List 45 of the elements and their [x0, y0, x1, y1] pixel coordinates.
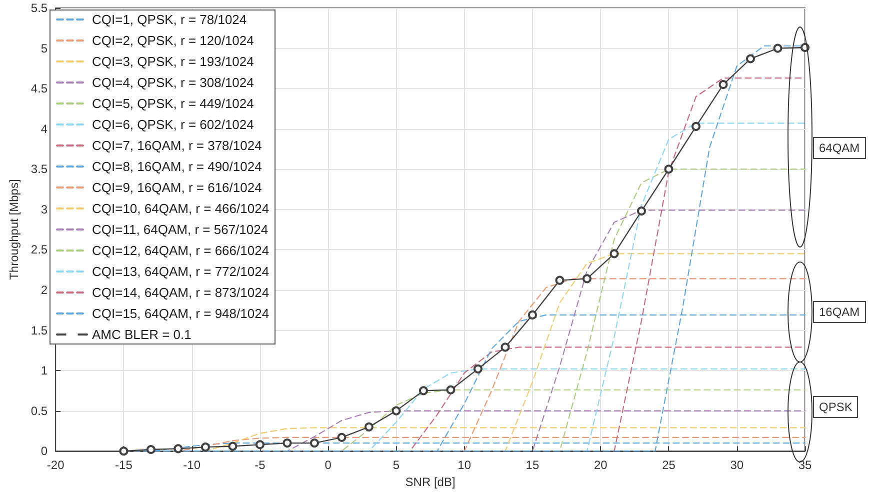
legend-label: CQI=11, 64QAM, r = 567/1024	[92, 222, 268, 237]
legend-label: CQI=14, 64QAM, r = 873/1024	[92, 285, 270, 300]
x-tick-label: -5	[254, 458, 266, 472]
legend-label: CQI=7, 16QAM, r = 378/1024	[92, 138, 262, 153]
text: QPSK	[813, 396, 858, 418]
y-tick-label: 5.5	[30, 1, 48, 15]
legend-label: CQI=9, 16QAM, r = 616/1024	[92, 180, 262, 195]
x-tick-label: 20	[594, 458, 608, 472]
y-tick-label: 0	[40, 444, 48, 458]
legend-label: CQI=1, QPSK, r = 78/1024	[92, 12, 247, 27]
x-tick-label: 35	[798, 458, 812, 472]
y-tick-label: 2.5	[30, 242, 48, 257]
legend-label: CQI=13, 64QAM, r = 772/1024	[92, 264, 270, 279]
legend-label: CQI=5, QPSK, r = 449/1024	[92, 96, 254, 111]
x-tick-label: -10	[183, 458, 201, 472]
x-tick-label: 0	[324, 458, 332, 472]
y-tick-label: 4	[40, 122, 48, 136]
y-tick-label: 0.5	[30, 404, 48, 418]
x-axis-title: SNR [dB]	[405, 475, 456, 489]
legend-label: CQI=12, 64QAM, r = 666/1024	[92, 243, 270, 258]
legend-label: CQI=8, 16QAM, r = 490/1024	[92, 159, 262, 174]
y-tick-label: 4.5	[30, 82, 48, 96]
legend-label: CQI=4, QPSK, r = 308/1024	[92, 75, 254, 90]
y-tick-label: 1	[40, 364, 48, 378]
x-tick-label: 15	[526, 458, 540, 472]
legend-label: CQI=15, 64QAM, r = 948/1024	[92, 306, 270, 321]
y-tick-label: 5	[40, 41, 48, 56]
legend-label: CQI=6, QPSK, r = 602/1024	[92, 117, 254, 132]
y-axis-title: Throughput [Mbps]	[7, 179, 21, 280]
legend-label: CQI=2, QPSK, r = 120/1024	[92, 33, 254, 48]
y-tick-label: 2	[40, 282, 48, 297]
y-tick-label: 1.5	[30, 323, 48, 338]
legend-label: AMC BLER = 0.1	[92, 327, 192, 342]
x-tick-label: 5	[392, 458, 400, 472]
y-tick-label: 3	[40, 202, 48, 216]
x-tick-label: 25	[662, 458, 676, 472]
x-tick-label: 10	[458, 458, 472, 472]
x-tick-label: -15	[115, 458, 133, 472]
text: 16QAM	[813, 301, 866, 323]
legend-label: CQI=3, QPSK, r = 193/1024	[92, 54, 254, 69]
text: 64QAM	[813, 137, 866, 159]
y-tick-label: 3.5	[30, 162, 48, 176]
legend-label: CQI=10, 64QAM, r = 466/1024	[92, 201, 270, 216]
x-tick-label: -20	[46, 458, 65, 472]
x-tick-label: 30	[730, 458, 744, 472]
